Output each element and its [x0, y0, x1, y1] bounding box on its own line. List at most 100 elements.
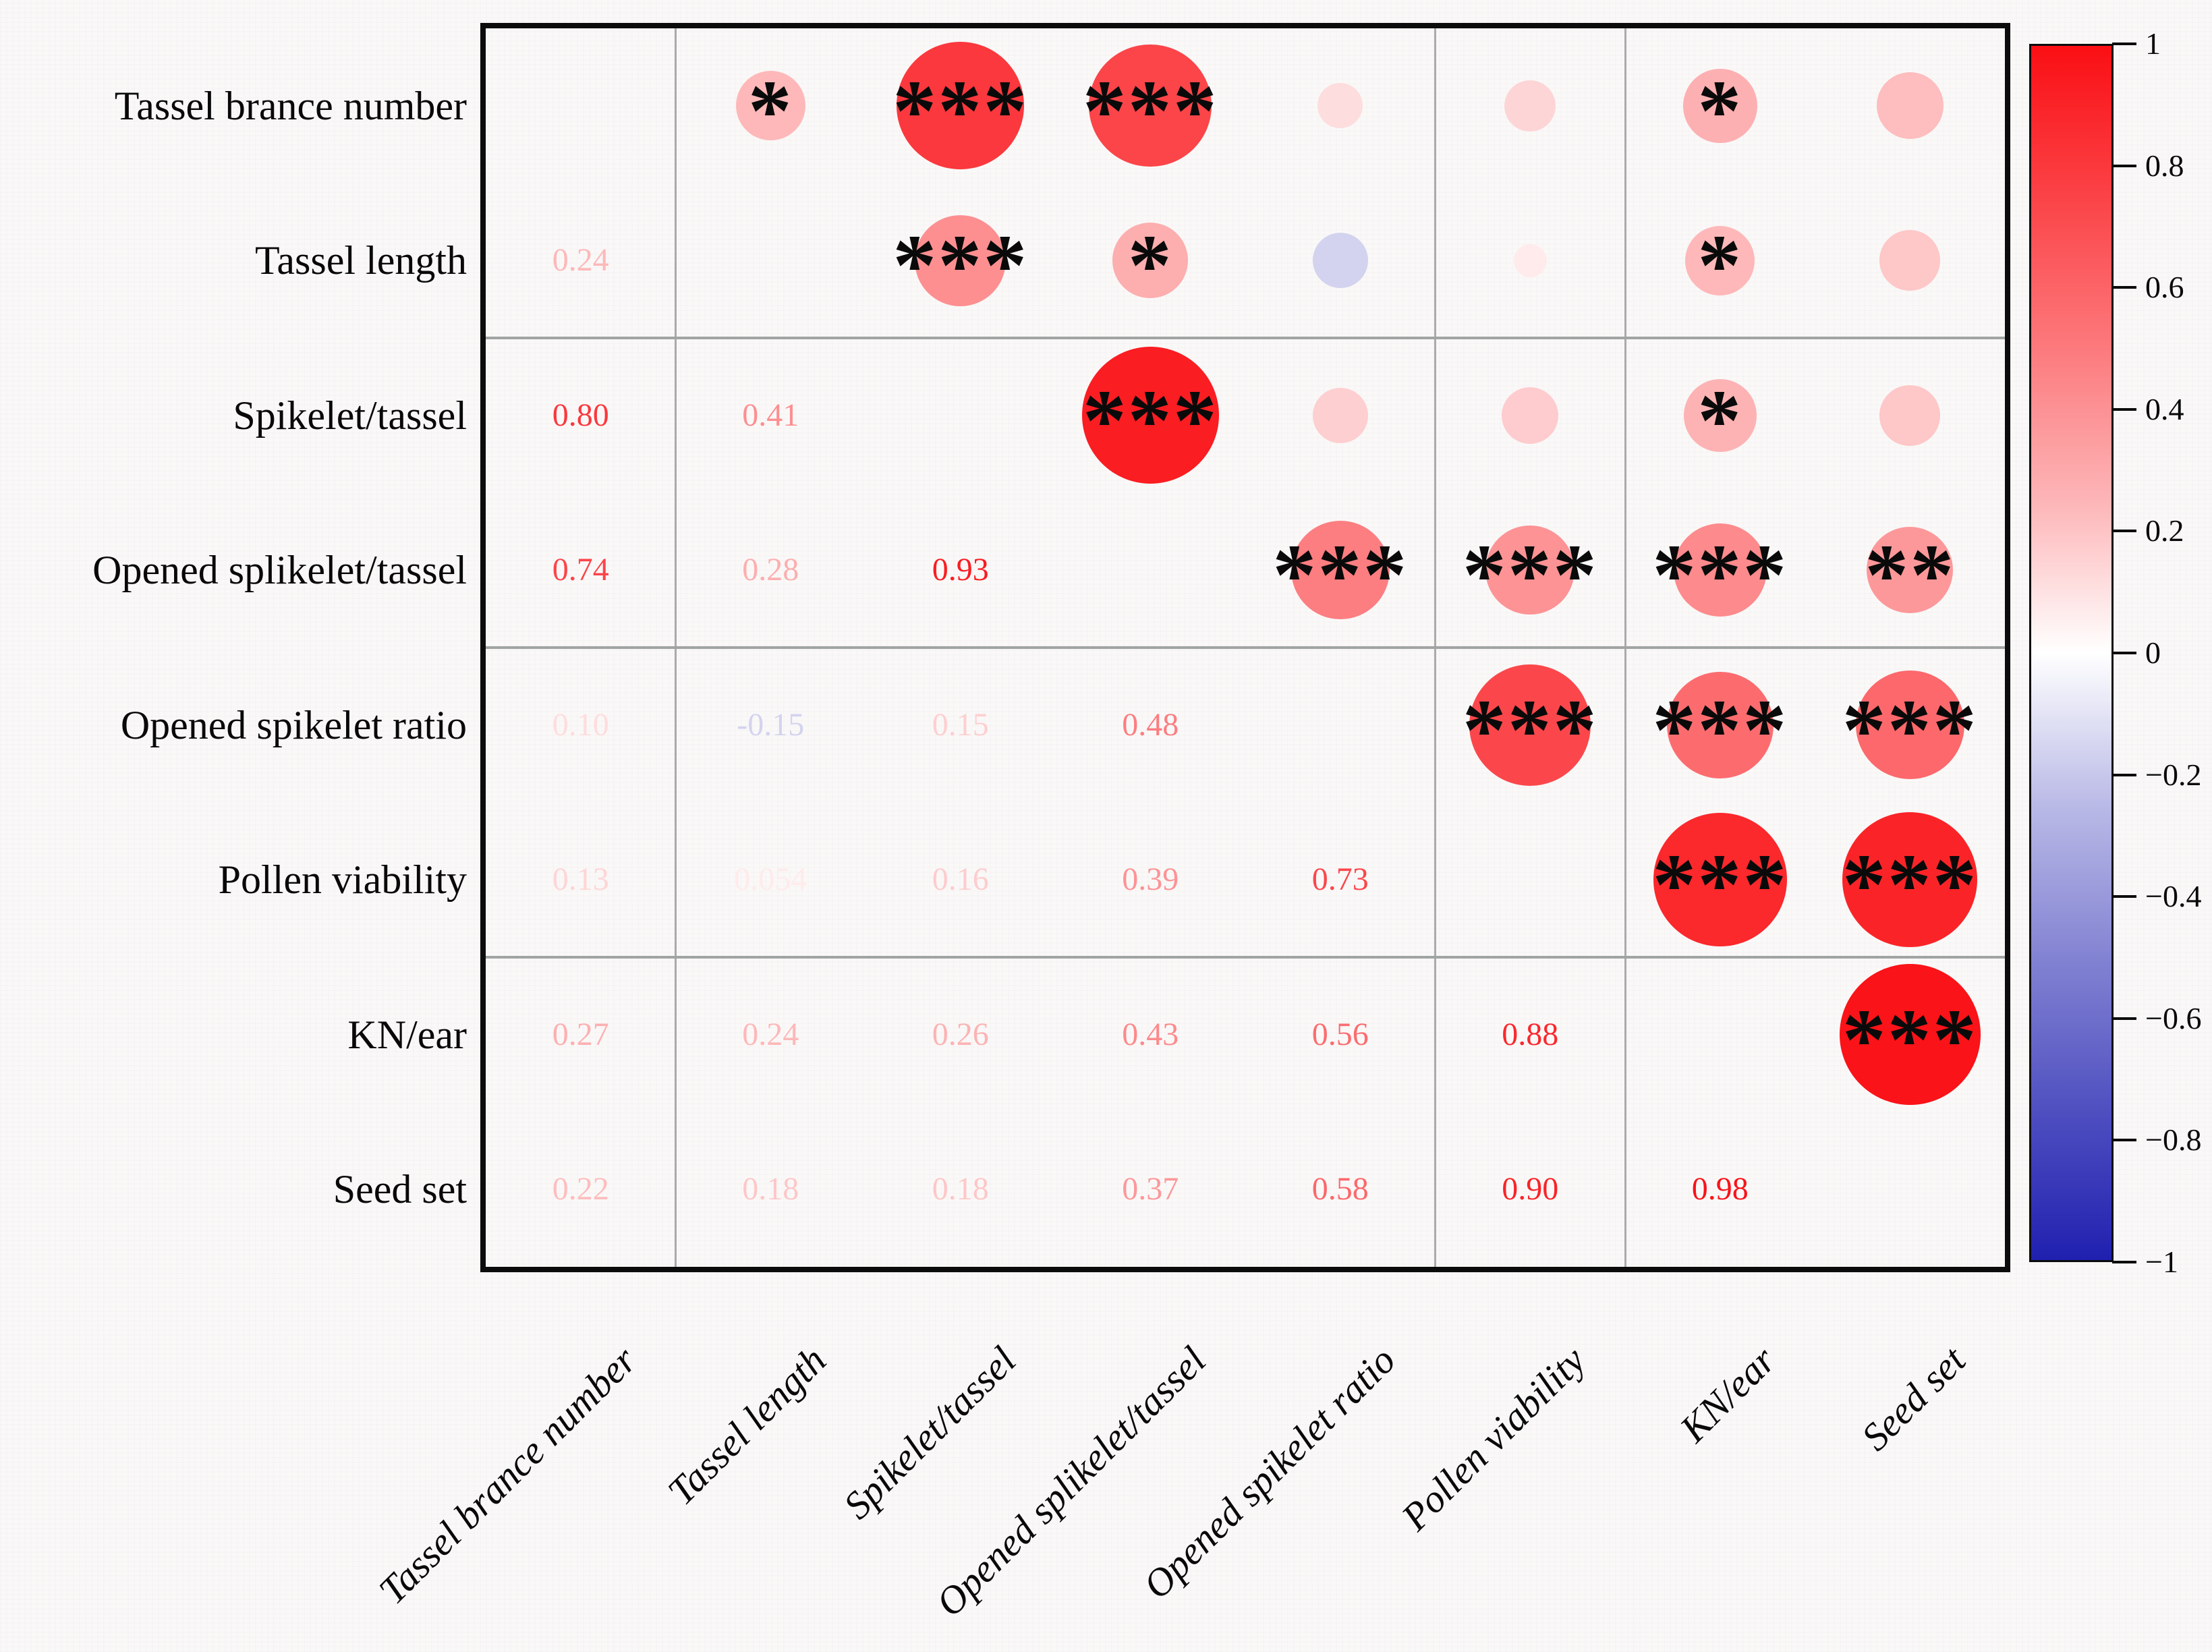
significance-stars: ***: [1652, 527, 1788, 625]
row-label: Seed set: [333, 1167, 467, 1212]
significance-stars: ***: [1462, 527, 1598, 625]
significance-stars: ***: [1272, 527, 1409, 625]
corr-circle: [1867, 527, 1954, 614]
corr-circle: [1502, 387, 1559, 444]
significance-stars: *: [1697, 62, 1743, 160]
row-label: Tassel length: [254, 238, 467, 283]
corr-circle: [1876, 72, 1944, 140]
colorbar-tick: [2112, 286, 2136, 289]
colorbar-tick-label: −0.8: [2145, 1122, 2202, 1158]
corr-circle: [1312, 233, 1368, 289]
significance-stars: ***: [1842, 836, 1978, 934]
column-label: Tassel length: [659, 1338, 834, 1514]
corr-circle: [1485, 525, 1575, 615]
colorbar-tick: [2112, 1261, 2136, 1263]
column-label: Tassel brance number: [370, 1338, 645, 1613]
colorbar-tick: [2112, 652, 2136, 654]
corr-value: 0.93: [932, 552, 989, 588]
corr-value: 0.13: [552, 861, 609, 898]
colorbar-tick-label: −0.6: [2145, 1000, 2202, 1035]
significance-stars: ***: [1082, 372, 1218, 469]
column-label: Spikelet/tassel: [834, 1338, 1025, 1528]
corr-circle: [1317, 83, 1363, 129]
corr-value: 0.74: [552, 552, 609, 588]
row-label: Spikelet/tassel: [233, 393, 467, 438]
corr-circle: [1673, 523, 1767, 617]
colorbar-tick-label: 1: [2145, 26, 2161, 61]
corr-circle: [1112, 223, 1189, 299]
corr-value: 0.22: [552, 1171, 609, 1207]
corr-value: 0.37: [1122, 1171, 1179, 1207]
significance-stars: ***: [1652, 836, 1788, 934]
corr-circle: [1513, 244, 1547, 277]
corr-circle: [1089, 44, 1212, 167]
corr-circle: [897, 42, 1025, 170]
colorbar-tick: [2112, 1139, 2136, 1142]
corr-circle: [1879, 230, 1940, 291]
corr-circle: [1653, 813, 1787, 947]
corr-value: 0.41: [742, 397, 799, 433]
corr-circle: [1842, 812, 1978, 948]
colorbar-tick-label: 0: [2145, 635, 2161, 670]
row-label: Tassel brance number: [114, 83, 467, 128]
colorbar-tick: [2112, 773, 2136, 776]
colorbar-tick: [2112, 164, 2136, 167]
significance-stars: ***: [1082, 62, 1218, 160]
corr-value: 0.48: [1122, 706, 1179, 743]
significance-stars: ***: [1842, 681, 1978, 779]
colorbar-tick-label: 0.2: [2145, 513, 2184, 548]
colorbar-tick: [2112, 1017, 2136, 1020]
matrix-border: [480, 23, 2010, 1272]
corr-circle: [1879, 384, 1940, 446]
colorbar-tick: [2112, 407, 2136, 411]
corr-value: 0.88: [1502, 1016, 1559, 1052]
significance-stars: *: [1697, 372, 1743, 469]
corr-value: 0.15: [932, 706, 989, 743]
corr-circle: [1685, 225, 1755, 295]
grid-line-horizontal: [486, 646, 2005, 649]
corr-value: 0.43: [1122, 1016, 1179, 1052]
colorbar-tick-label: 0.8: [2145, 148, 2184, 183]
significance-stars: ***: [1462, 681, 1598, 779]
corr-value: 0.18: [932, 1171, 989, 1207]
column-label: Pollen viability: [1393, 1338, 1594, 1539]
corr-value: 0.26: [932, 1016, 989, 1052]
grid-line-horizontal: [486, 956, 2005, 959]
significance-stars: **: [1865, 527, 1956, 625]
corr-value: -0.15: [737, 706, 805, 743]
significance-stars: ***: [1652, 681, 1788, 779]
corr-value: 0.56: [1311, 1016, 1369, 1052]
corr-circle: [1683, 378, 1757, 452]
corr-circle: [1839, 964, 1981, 1106]
colorbar-tick-label: −0.4: [2145, 879, 2202, 914]
corr-value: 0.10: [552, 706, 609, 743]
significance-stars: ***: [892, 217, 1029, 315]
corr-circle: [1469, 664, 1591, 786]
corr-value: 0.18: [742, 1171, 799, 1207]
corr-value: 0.24: [552, 242, 609, 279]
corr-circle: [1291, 521, 1390, 620]
corr-value: 0.054: [734, 861, 807, 898]
significance-stars: *: [1127, 217, 1173, 315]
column-label: Seed set: [1852, 1338, 1974, 1459]
colorbar-gradient: [2029, 44, 2114, 1262]
corr-value: 0.27: [552, 1016, 609, 1052]
corr-value: 0.90: [1502, 1171, 1559, 1207]
corr-circle: [915, 215, 1006, 306]
corr-value: 0.39: [1122, 861, 1179, 898]
colorbar-tick-label: 0.6: [2145, 270, 2184, 305]
row-label: Pollen viability: [218, 857, 467, 903]
corr-circle: [1081, 347, 1219, 484]
row-label: Opened splikelet/tassel: [92, 548, 467, 593]
corr-value: 0.73: [1311, 861, 1369, 898]
corr-value: 0.28: [742, 552, 799, 588]
colorbar-tick: [2112, 895, 2136, 899]
significance-stars: ***: [1842, 991, 1978, 1089]
corr-value: 0.24: [742, 1016, 799, 1052]
column-label: KN/ear: [1671, 1338, 1784, 1451]
row-label: KN/ear: [347, 1012, 467, 1057]
colorbar-tick: [2112, 42, 2136, 45]
significance-stars: *: [747, 62, 793, 160]
significance-stars: *: [1697, 217, 1743, 315]
